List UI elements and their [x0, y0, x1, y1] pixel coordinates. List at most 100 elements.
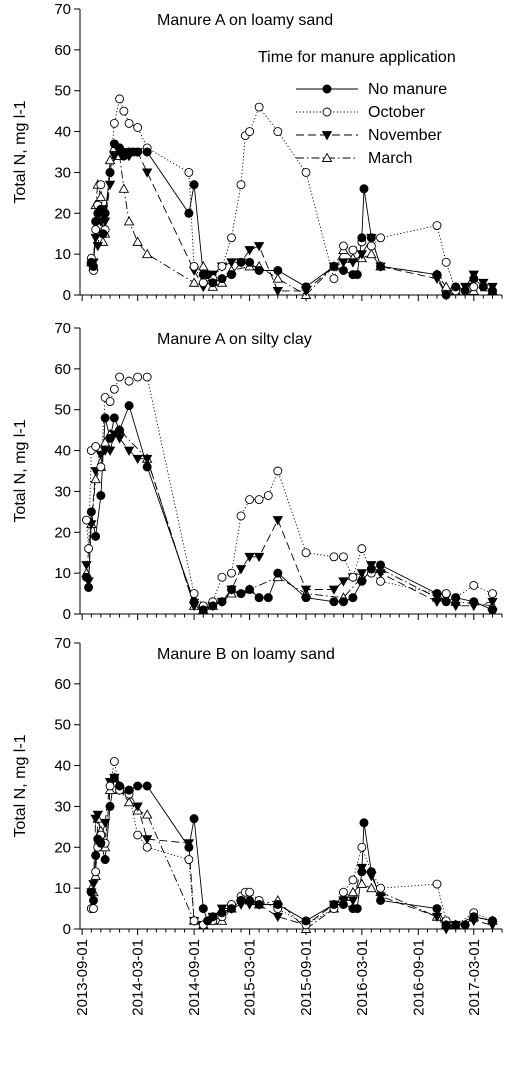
legend-entry-march: March	[368, 150, 412, 167]
data-point	[347, 896, 359, 906]
data-point	[104, 446, 116, 456]
series-march	[90, 776, 493, 930]
data-point	[217, 908, 227, 918]
data-point	[273, 568, 283, 578]
data-point	[141, 454, 153, 465]
data-point	[253, 242, 265, 252]
series-markers-no-manure	[86, 139, 497, 300]
y-tick-label: 70	[54, 1, 71, 18]
data-point	[109, 757, 119, 766]
y-tick-label: 20	[54, 524, 71, 541]
data-point	[142, 781, 152, 791]
data-point	[375, 569, 386, 579]
data-point	[203, 270, 213, 280]
data-point	[460, 286, 470, 296]
data-point	[441, 290, 451, 300]
data-point	[254, 899, 264, 909]
data-point	[91, 442, 101, 451]
data-point	[359, 818, 369, 828]
data-point	[217, 597, 227, 607]
data-point	[95, 191, 107, 201]
data-point	[357, 233, 367, 243]
series-markers-march	[81, 424, 498, 614]
data-point	[208, 278, 218, 288]
data-point	[254, 495, 264, 505]
y-axis-label: Total N, mg l-1	[12, 419, 29, 522]
data-point	[376, 261, 386, 271]
series-line-no-manure	[90, 142, 493, 296]
y-tick-label: 10	[54, 880, 71, 897]
data-point	[141, 809, 153, 819]
data-point	[208, 601, 218, 611]
data-point	[366, 564, 376, 574]
y-tick-label: 60	[54, 361, 71, 378]
data-point	[198, 605, 208, 615]
data-point	[359, 184, 369, 194]
data-point	[89, 904, 98, 914]
x-tick-label: 2015-09-01	[298, 939, 315, 1016]
data-point	[432, 904, 442, 914]
data-point	[236, 895, 246, 905]
data-point	[272, 287, 283, 297]
data-point	[376, 560, 386, 570]
data-point	[124, 118, 134, 128]
data-point	[105, 397, 115, 406]
series-line-no-manure	[85, 404, 493, 611]
data-point	[115, 372, 125, 382]
data-point	[142, 372, 152, 382]
data-point	[184, 855, 194, 864]
data-point	[132, 454, 143, 465]
data-point	[184, 842, 194, 852]
data-point	[81, 572, 91, 582]
data-point	[115, 94, 125, 104]
data-point	[90, 473, 101, 484]
data-point	[432, 270, 442, 280]
data-point	[208, 912, 218, 922]
data-point	[96, 491, 106, 501]
data-point	[132, 236, 143, 246]
data-point	[451, 593, 461, 603]
data-point	[245, 887, 255, 897]
data-point	[376, 233, 386, 243]
data-point	[105, 167, 115, 177]
data-point	[338, 887, 348, 897]
data-point	[227, 270, 237, 280]
y-tick-label: 30	[54, 483, 71, 500]
data-point	[441, 589, 451, 599]
data-point	[133, 372, 143, 382]
x-tick-label: 2016-03-01	[354, 939, 371, 1016]
y-tick-label: 0	[63, 606, 71, 623]
data-point	[226, 258, 237, 268]
data-point	[431, 912, 443, 923]
data-point	[104, 180, 116, 191]
data-point	[235, 565, 247, 575]
data-point	[329, 274, 339, 284]
y-tick-label: 10	[54, 246, 71, 263]
legend-entry-no-manure: No manure	[368, 81, 447, 98]
series-markers-no-manure	[86, 773, 497, 930]
data-point	[245, 495, 255, 505]
data-point	[451, 282, 461, 292]
data-point	[487, 605, 497, 615]
data-point	[348, 245, 358, 255]
data-point	[366, 882, 377, 893]
data-point	[105, 801, 115, 811]
data-point	[338, 577, 349, 587]
x-tick-label: 2017-03-01	[466, 939, 483, 1016]
data-point	[123, 446, 135, 456]
data-point	[236, 180, 246, 190]
data-point	[469, 912, 479, 922]
series-line-november	[90, 777, 493, 930]
data-point	[244, 552, 255, 563]
data-point	[254, 102, 264, 112]
data-point	[133, 123, 143, 132]
data-point	[301, 593, 311, 603]
data-point	[300, 585, 312, 595]
data-point	[100, 208, 110, 218]
data-point	[348, 875, 358, 885]
data-point	[338, 899, 348, 909]
panel-2: 0 10 20 30 40 50 60 70 Total N, mg l-1 Manure A o…	[12, 320, 503, 623]
data-point	[357, 842, 367, 852]
data-point	[227, 904, 237, 914]
series-line-march	[90, 776, 493, 930]
